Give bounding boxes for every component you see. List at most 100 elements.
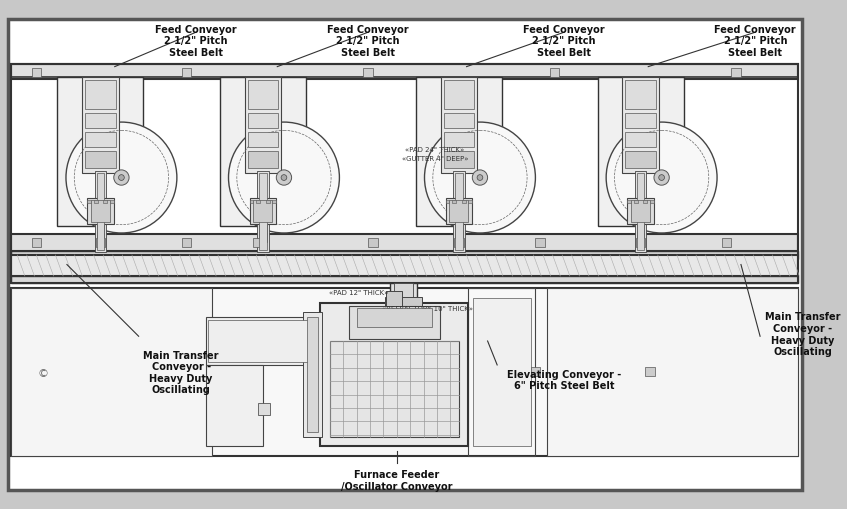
Bar: [250, 197, 276, 224]
Bar: [95, 171, 106, 252]
Bar: [455, 224, 462, 242]
Bar: [636, 238, 645, 247]
Bar: [623, 77, 659, 173]
Bar: [444, 112, 474, 128]
Bar: [385, 297, 422, 308]
Bar: [462, 200, 466, 204]
Bar: [446, 197, 473, 224]
Bar: [473, 298, 530, 446]
Bar: [12, 289, 799, 456]
Text: Feed Conveyor
2 1/2" Pitch
Steel Belt: Feed Conveyor 2 1/2" Pitch Steel Belt: [523, 24, 605, 58]
Bar: [253, 200, 273, 222]
Text: Main Transfer
Conveyor -
Heavy Duty
Oscillating: Main Transfer Conveyor - Heavy Duty Osci…: [765, 313, 840, 357]
Bar: [446, 200, 450, 204]
Bar: [97, 224, 104, 242]
Bar: [453, 171, 465, 252]
Bar: [625, 112, 656, 128]
Circle shape: [66, 122, 177, 233]
Bar: [349, 305, 440, 339]
Text: Furnace Feeder
/Oscillator Conveyor: Furnace Feeder /Oscillator Conveyor: [341, 470, 452, 492]
Bar: [625, 151, 656, 168]
Bar: [12, 234, 799, 251]
Bar: [12, 289, 213, 456]
Bar: [627, 200, 631, 204]
Bar: [444, 151, 474, 168]
Circle shape: [281, 175, 287, 180]
Bar: [732, 68, 741, 77]
Bar: [12, 255, 799, 276]
Circle shape: [477, 175, 483, 180]
Bar: [85, 112, 116, 128]
Bar: [455, 173, 462, 250]
Circle shape: [606, 122, 717, 233]
Text: Feed Conveyor
2 1/2" Pitch
Steel Belt: Feed Conveyor 2 1/2" Pitch Steel Belt: [155, 24, 237, 58]
Text: Feed Conveyor
2 1/2" Pitch
Steel Belt: Feed Conveyor 2 1/2" Pitch Steel Belt: [327, 24, 409, 58]
Bar: [94, 200, 97, 204]
Bar: [31, 68, 42, 77]
Bar: [247, 112, 278, 128]
Bar: [468, 200, 473, 204]
Bar: [634, 200, 638, 204]
Bar: [394, 282, 413, 340]
Bar: [444, 80, 474, 109]
Bar: [97, 173, 104, 250]
Circle shape: [276, 170, 291, 185]
Bar: [110, 200, 113, 204]
Bar: [181, 68, 191, 77]
Bar: [206, 365, 263, 446]
Bar: [208, 320, 316, 362]
Circle shape: [113, 170, 129, 185]
Bar: [440, 77, 477, 173]
Bar: [245, 77, 281, 173]
Bar: [220, 77, 306, 227]
Bar: [258, 403, 269, 415]
Bar: [103, 200, 107, 204]
Bar: [12, 64, 799, 77]
Bar: [625, 80, 656, 109]
Bar: [550, 68, 559, 77]
Bar: [247, 80, 278, 109]
Circle shape: [424, 122, 535, 233]
Circle shape: [659, 175, 665, 180]
Bar: [450, 200, 468, 222]
Text: «GUTTER 4" DEEP»: «GUTTER 4" DEEP»: [401, 156, 468, 162]
Bar: [181, 238, 191, 247]
Text: Elevating Conveyor -
6" Pitch Steel Belt: Elevating Conveyor - 6" Pitch Steel Belt: [507, 370, 621, 391]
Bar: [722, 238, 732, 247]
Bar: [87, 197, 113, 224]
Bar: [637, 224, 645, 242]
Bar: [357, 307, 432, 327]
Bar: [631, 200, 650, 222]
Bar: [625, 132, 656, 147]
Bar: [12, 64, 799, 79]
Bar: [452, 200, 456, 204]
Bar: [247, 132, 278, 147]
Bar: [650, 200, 654, 204]
Text: «PAD 24" THICK»: «PAD 24" THICK»: [406, 147, 465, 153]
Circle shape: [119, 175, 125, 180]
Text: ©: ©: [37, 370, 48, 380]
Circle shape: [654, 170, 669, 185]
Bar: [454, 238, 463, 247]
Bar: [266, 200, 269, 204]
Bar: [329, 341, 459, 437]
Bar: [12, 251, 799, 259]
Bar: [468, 289, 535, 456]
Bar: [303, 313, 322, 437]
Bar: [85, 132, 116, 147]
Bar: [85, 80, 116, 109]
Bar: [12, 276, 799, 282]
Bar: [390, 282, 417, 340]
Bar: [96, 238, 105, 247]
Bar: [635, 171, 646, 252]
Circle shape: [229, 122, 340, 233]
Bar: [85, 151, 116, 168]
Bar: [547, 289, 799, 456]
Bar: [31, 238, 42, 247]
Bar: [259, 173, 267, 250]
Bar: [247, 151, 278, 168]
Text: «REFRACTORY 10" THICK»: «REFRACTORY 10" THICK»: [382, 306, 473, 313]
Bar: [597, 77, 684, 227]
Bar: [645, 367, 655, 376]
Bar: [253, 238, 263, 247]
